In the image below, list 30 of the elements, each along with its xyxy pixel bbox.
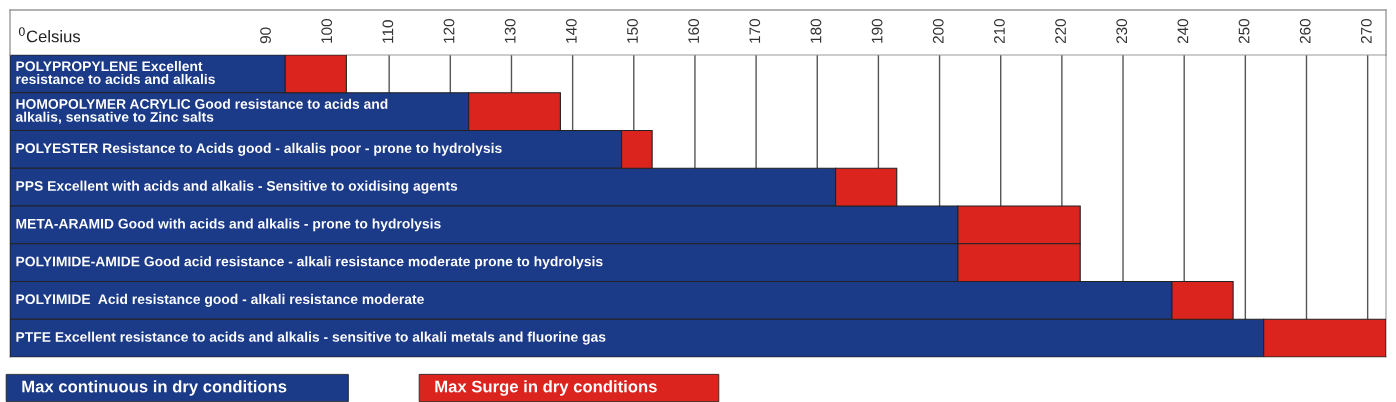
x-tick-label: 190 (871, 19, 883, 43)
y-tick-label: HOMOPOLYMER ACRYLIC Good resistance to acids and alkalis, sensative to Zinc salts (15, 98, 388, 124)
x-tick-label: 100 (321, 19, 333, 43)
y-tick-label: POLYIMIDE Acid resistance good - alkali resistance moderate (16, 293, 424, 307)
x-tick-label: 210 (994, 19, 1005, 44)
y-tick-label: POLYESTER Resistance to Acids good - alkalis poor - prone to hydrolysis (16, 142, 502, 156)
x-tick-label: 140 (565, 19, 577, 43)
x-tick-label: 180 (810, 19, 822, 43)
x-tick-label: 230 (1116, 19, 1128, 44)
y-tick-label: PTFE Excellent resistance to acids and alkalis - sensitive to alkali metals and fluorine gas (16, 331, 606, 345)
y-tick-label: PPS Excellent with acids and alkalis - Sensitive to oxidising agents (16, 180, 458, 194)
x-tick-label: 130 (504, 19, 516, 43)
x-tick-label: 220 (1055, 19, 1066, 44)
x-tick-label: 260 (1299, 19, 1311, 44)
series-label: Max continuous in dry conditions (22, 380, 287, 396)
y-tick-label: POLYIMIDE-AMIDE Good acid resistance - alkali resistance moderate prone to hydrolysis (16, 256, 603, 270)
x-tick-label: 110 (382, 20, 394, 43)
x-tick-label: 250 (1238, 19, 1250, 44)
y-tick-label: META-ARAMID Good with acids and alkalis - prone to hydrolysis (16, 218, 441, 232)
x-tick-label: 90 (260, 27, 271, 44)
x-tick-label: 150 (627, 19, 638, 43)
x-tick-label: 240 (1177, 19, 1189, 44)
x-tick-label: 170 (749, 19, 761, 43)
x-tick-label: 120 (443, 19, 455, 43)
x-tick-label: 270 (1360, 19, 1372, 44)
x-tick-label: 160 (688, 19, 700, 43)
x-axis-title: $^{0}$Celsius (18, 27, 81, 43)
y-tick-label: POLYPROPYLENE Excellent resistance to acids and alkalis (16, 60, 215, 85)
x-tick-label: 200 (932, 19, 944, 44)
text: Max Surge in dry conditions (435, 380, 657, 396)
